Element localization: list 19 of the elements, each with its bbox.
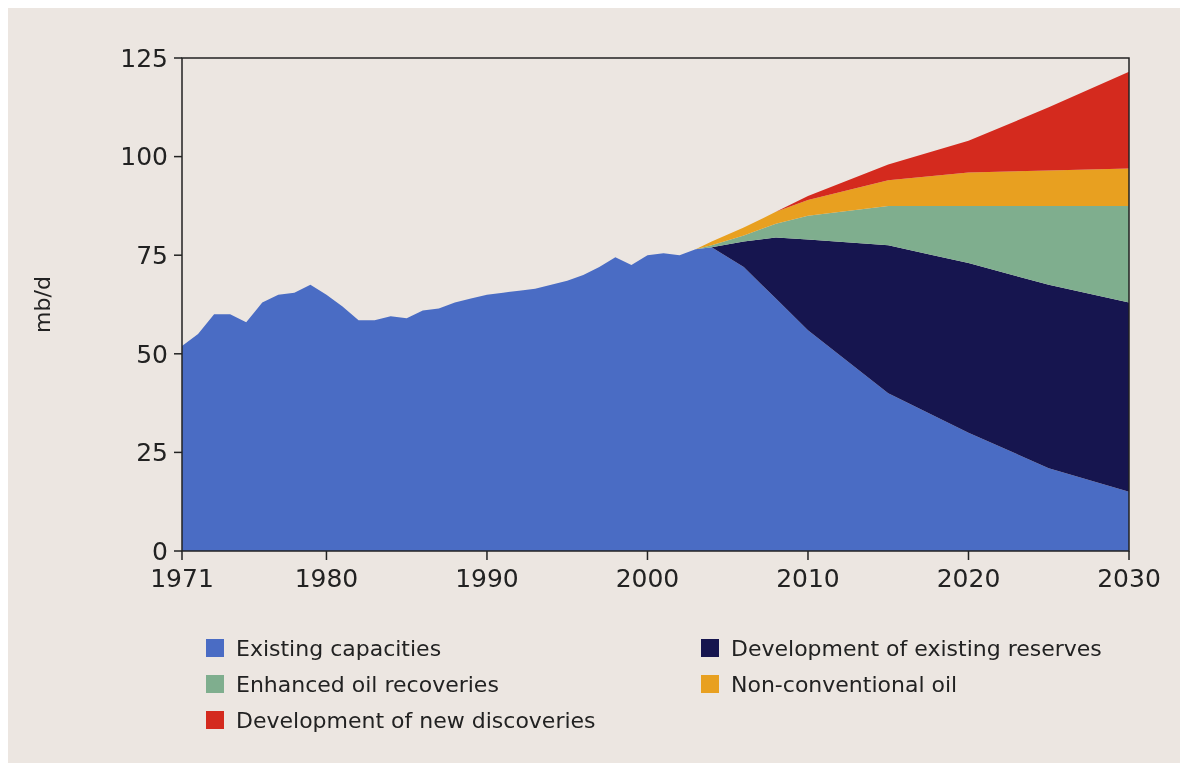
y-tick-label: 0 bbox=[152, 536, 168, 566]
y-tick-label: 75 bbox=[136, 240, 168, 270]
legend-label: Development of existing reserves bbox=[731, 635, 1102, 661]
y-axis-title: mb/d bbox=[30, 276, 55, 333]
legend-label: Non-conventional oil bbox=[731, 671, 958, 697]
legend-label: Existing capacities bbox=[236, 635, 442, 661]
x-tick-label: 1971 bbox=[150, 564, 214, 593]
legend-label: Development of new discoveries bbox=[236, 707, 596, 733]
x-tick-label: 2030 bbox=[1097, 564, 1161, 593]
x-tick-label: 2020 bbox=[936, 564, 1001, 593]
y-tick-label: 25 bbox=[136, 438, 168, 468]
y-tick-label: 100 bbox=[120, 142, 168, 172]
legend-label: Enhanced oil recoveries bbox=[236, 671, 499, 697]
y-tick-label: 125 bbox=[120, 43, 168, 73]
x-tick-label: 2010 bbox=[776, 564, 840, 593]
x-tick-label: 1980 bbox=[294, 564, 359, 593]
x-tick-label: 1990 bbox=[455, 564, 519, 593]
y-tick-label: 50 bbox=[136, 339, 168, 369]
x-tick-label: 2000 bbox=[615, 564, 680, 593]
